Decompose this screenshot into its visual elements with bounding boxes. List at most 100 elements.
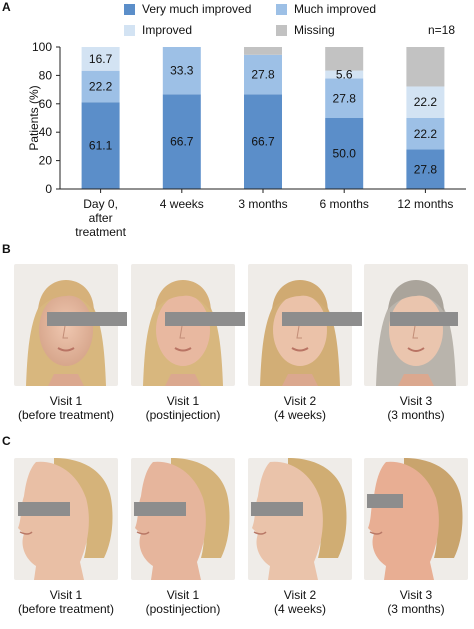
bar-segment-improved bbox=[81, 47, 120, 71]
data-label: 33.3 bbox=[170, 64, 194, 78]
bar-segment-very-much-improved bbox=[325, 118, 364, 189]
legend-label-missing: Missing bbox=[294, 23, 335, 37]
caption-b-visit1-before: Visit 1 (before treatment) bbox=[11, 394, 121, 422]
caption-b-visit3: Visit 3 (3 months) bbox=[361, 394, 471, 422]
stacked-bar-chart: 61.1 22.2 16.7 66.7 33.3 66.7 27.8 50.0 27.8 5.6 2… bbox=[27, 40, 466, 239]
y-axis-label: Patients (%) bbox=[27, 85, 41, 150]
photo-c-visit3 bbox=[364, 458, 468, 580]
panel-label-c: C bbox=[2, 434, 11, 448]
legend-swatch-missing bbox=[276, 24, 287, 36]
legend-missing: Missing bbox=[276, 23, 335, 37]
data-label: 27.8 bbox=[251, 68, 275, 82]
photo-c-visit1-post bbox=[131, 458, 235, 580]
caption-timepoint: (before treatment) bbox=[17, 602, 115, 616]
privacy-bar bbox=[47, 312, 127, 326]
caption-timepoint: (3 months) bbox=[387, 408, 445, 422]
profile-face-image bbox=[364, 458, 468, 580]
x-tick-label-line: 3 months bbox=[238, 197, 287, 211]
caption-c-visit3: Visit 3 (3 months) bbox=[361, 588, 471, 616]
data-label: 61.1 bbox=[89, 139, 113, 153]
privacy-bar bbox=[165, 312, 245, 326]
caption-visit: Visit 2 bbox=[283, 394, 317, 408]
legend-very-much-improved: Very much improved bbox=[124, 2, 251, 16]
privacy-bar bbox=[251, 502, 303, 516]
y-tick-label: 40 bbox=[39, 125, 53, 139]
data-label: 50.0 bbox=[333, 147, 357, 161]
caption-visit: Visit 1 bbox=[166, 394, 200, 408]
legend-much-improved: Much improved bbox=[276, 2, 376, 16]
caption-visit: Visit 1 bbox=[49, 588, 83, 602]
bar-segment-missing bbox=[406, 47, 445, 87]
data-label: 27.8 bbox=[333, 91, 357, 105]
data-label: 27.8 bbox=[414, 162, 438, 176]
x-tick-label: 12 months bbox=[397, 197, 453, 211]
caption-b-visit2: Visit 2 (4 weeks) bbox=[245, 394, 355, 422]
chart-data-labels: 61.1 22.2 16.7 66.7 33.3 66.7 27.8 50.0 27.8 5.6 2… bbox=[89, 52, 437, 176]
photo-c-visit2 bbox=[248, 458, 352, 580]
privacy-bar bbox=[134, 502, 186, 516]
caption-timepoint: (postinjection) bbox=[145, 408, 221, 422]
caption-timepoint: (3 months) bbox=[387, 602, 445, 616]
x-tick-label: Day 0, after treatment bbox=[75, 197, 126, 239]
bar-segment-much-improved bbox=[325, 78, 364, 118]
bar-segment-much-improved bbox=[406, 118, 445, 150]
x-tick-label-line: after bbox=[89, 211, 113, 225]
caption-visit: Visit 3 bbox=[399, 394, 433, 408]
bar-segment-missing bbox=[325, 47, 364, 71]
caption-b-visit1-post: Visit 1 (postinjection) bbox=[128, 394, 238, 422]
x-tick-label-line: treatment bbox=[75, 225, 126, 239]
profile-face-image bbox=[14, 458, 118, 580]
privacy-bar bbox=[282, 312, 362, 326]
bar-segment-very-much-improved bbox=[162, 94, 201, 189]
legend-swatch-very-much-improved bbox=[124, 3, 135, 15]
data-label: 22.2 bbox=[414, 127, 438, 141]
x-tick-label-line: Day 0, bbox=[83, 197, 118, 211]
y-tick-label: 60 bbox=[39, 97, 53, 111]
bar-segment-very-much-improved bbox=[81, 102, 120, 189]
caption-visit: Visit 1 bbox=[166, 588, 200, 602]
panel-label-b: B bbox=[2, 242, 11, 256]
y-tick-label: 100 bbox=[32, 40, 52, 54]
caption-visit: Visit 2 bbox=[283, 588, 317, 602]
bar-segment-much-improved bbox=[162, 47, 201, 95]
data-label: 22.2 bbox=[414, 95, 438, 109]
x-tick-label: 3 months bbox=[238, 197, 287, 211]
caption-visit: Visit 1 bbox=[49, 394, 83, 408]
caption-timepoint: (4 weeks) bbox=[273, 602, 326, 616]
caption-timepoint: (4 weeks) bbox=[273, 408, 326, 422]
caption-c-visit2: Visit 2 (4 weeks) bbox=[245, 588, 355, 616]
y-tick-label: 0 bbox=[45, 182, 52, 196]
bar-segment-missing bbox=[244, 47, 282, 55]
x-tick-label: 6 months bbox=[320, 197, 369, 211]
legend-swatch-improved bbox=[124, 24, 135, 36]
y-tick-label: 80 bbox=[39, 68, 53, 82]
x-tick-label-line: 12 months bbox=[397, 197, 453, 211]
bar-segment-much-improved bbox=[81, 70, 120, 103]
privacy-bar bbox=[390, 312, 458, 326]
x-tick-label-line: 6 months bbox=[320, 197, 369, 211]
profile-face-image bbox=[248, 458, 352, 580]
caption-timepoint: (before treatment) bbox=[17, 408, 115, 422]
data-label: 66.7 bbox=[251, 135, 275, 149]
caption-c-visit1-before: Visit 1 (before treatment) bbox=[11, 588, 121, 616]
panel-label-a: A bbox=[2, 0, 11, 14]
profile-face-image bbox=[131, 458, 235, 580]
bar-segment-very-much-improved bbox=[244, 94, 282, 189]
legend-label-very-much-improved: Very much improved bbox=[142, 2, 252, 16]
legend-improved: Improved bbox=[124, 23, 192, 37]
photo-c-visit1-before bbox=[14, 458, 118, 580]
data-label: 5.6 bbox=[336, 68, 353, 82]
data-label: 16.7 bbox=[89, 52, 113, 66]
legend-label-much-improved: Much improved bbox=[294, 2, 377, 16]
bar-segment-much-improved bbox=[244, 54, 282, 95]
legend-swatch-much-improved bbox=[276, 3, 287, 15]
caption-visit: Visit 3 bbox=[399, 588, 433, 602]
data-label: 22.2 bbox=[89, 79, 113, 93]
privacy-bar bbox=[367, 494, 403, 508]
bar-segment-improved bbox=[325, 70, 364, 79]
legend-n-count: n=18 bbox=[428, 23, 456, 37]
caption-timepoint: (postinjection) bbox=[145, 602, 221, 616]
bar-segment-improved bbox=[406, 86, 445, 118]
chart-bars bbox=[81, 47, 445, 189]
x-tick-label-line: 4 weeks bbox=[160, 197, 204, 211]
